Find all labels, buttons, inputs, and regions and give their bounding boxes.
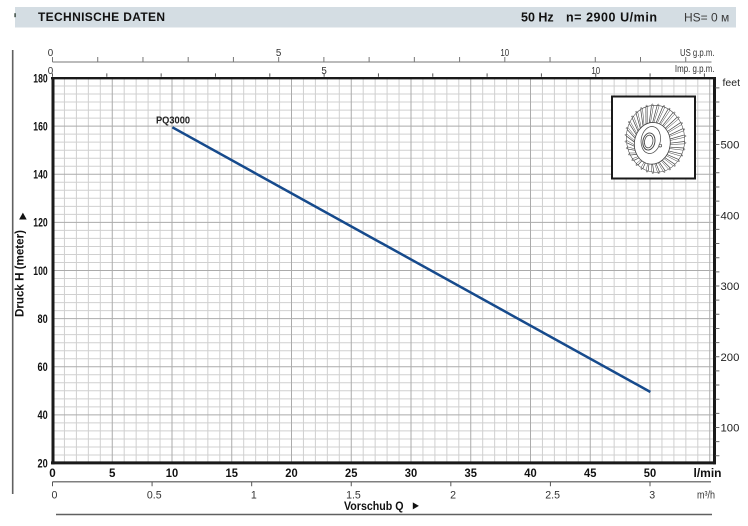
svg-text:1.5: 1.5: [346, 490, 361, 502]
svg-text:PQ3000: PQ3000: [156, 116, 190, 127]
svg-text:l/min: l/min: [694, 467, 722, 480]
svg-text:0.5: 0.5: [147, 490, 162, 502]
svg-text:40: 40: [524, 467, 536, 480]
svg-text:15: 15: [226, 467, 239, 480]
svg-text:HS= 0 м: HS= 0 м: [684, 11, 729, 25]
svg-text:50: 50: [644, 467, 656, 480]
svg-text:140: 140: [33, 168, 48, 182]
svg-text:40: 40: [38, 408, 49, 422]
svg-text:20: 20: [285, 467, 297, 480]
svg-text:400: 400: [721, 210, 740, 222]
svg-text:3: 3: [649, 490, 655, 502]
svg-text:35: 35: [465, 467, 478, 480]
svg-text:25: 25: [345, 467, 358, 480]
svg-text:10: 10: [500, 48, 509, 59]
svg-text:0: 0: [51, 490, 57, 502]
svg-text:0: 0: [49, 467, 55, 480]
svg-text:160: 160: [33, 119, 48, 133]
svg-text:m³/h: m³/h: [697, 490, 715, 502]
svg-text:100: 100: [33, 264, 48, 278]
svg-text:US g.p.m.: US g.p.m.: [680, 48, 715, 59]
svg-text:120: 120: [33, 216, 48, 230]
svg-text:2: 2: [450, 490, 456, 502]
svg-text:200: 200: [721, 352, 740, 364]
svg-text:45: 45: [584, 467, 597, 480]
svg-text:50 Hz: 50 Hz: [521, 11, 554, 25]
svg-text:30: 30: [405, 467, 417, 480]
svg-text:Vorschub Q: Vorschub Q: [344, 501, 404, 513]
svg-text:0: 0: [48, 48, 54, 59]
svg-text:1: 1: [251, 490, 257, 502]
svg-text:n= 2900 U/min: n= 2900 U/min: [566, 11, 657, 25]
svg-text:5: 5: [109, 467, 116, 480]
svg-text:10: 10: [166, 467, 178, 480]
svg-text:500: 500: [721, 140, 740, 152]
svg-text:180: 180: [33, 71, 48, 85]
svg-text:0: 0: [48, 66, 54, 77]
svg-text:5: 5: [321, 66, 327, 77]
svg-text:2.5: 2.5: [545, 490, 560, 502]
svg-text:5: 5: [276, 48, 282, 59]
svg-text:100: 100: [721, 423, 740, 435]
svg-text:80: 80: [38, 312, 49, 326]
svg-text:60: 60: [38, 360, 49, 374]
svg-text:300: 300: [721, 281, 740, 293]
svg-text:feet: feet: [723, 77, 741, 89]
svg-text:Druck H (meter): Druck H (meter): [15, 230, 27, 317]
svg-text:Imp. g.p.m.: Imp. g.p.m.: [675, 64, 715, 75]
svg-text:20: 20: [38, 456, 49, 470]
svg-text:10: 10: [591, 66, 600, 77]
svg-text:TECHNISCHE DATEN: TECHNISCHE DATEN: [38, 10, 165, 24]
